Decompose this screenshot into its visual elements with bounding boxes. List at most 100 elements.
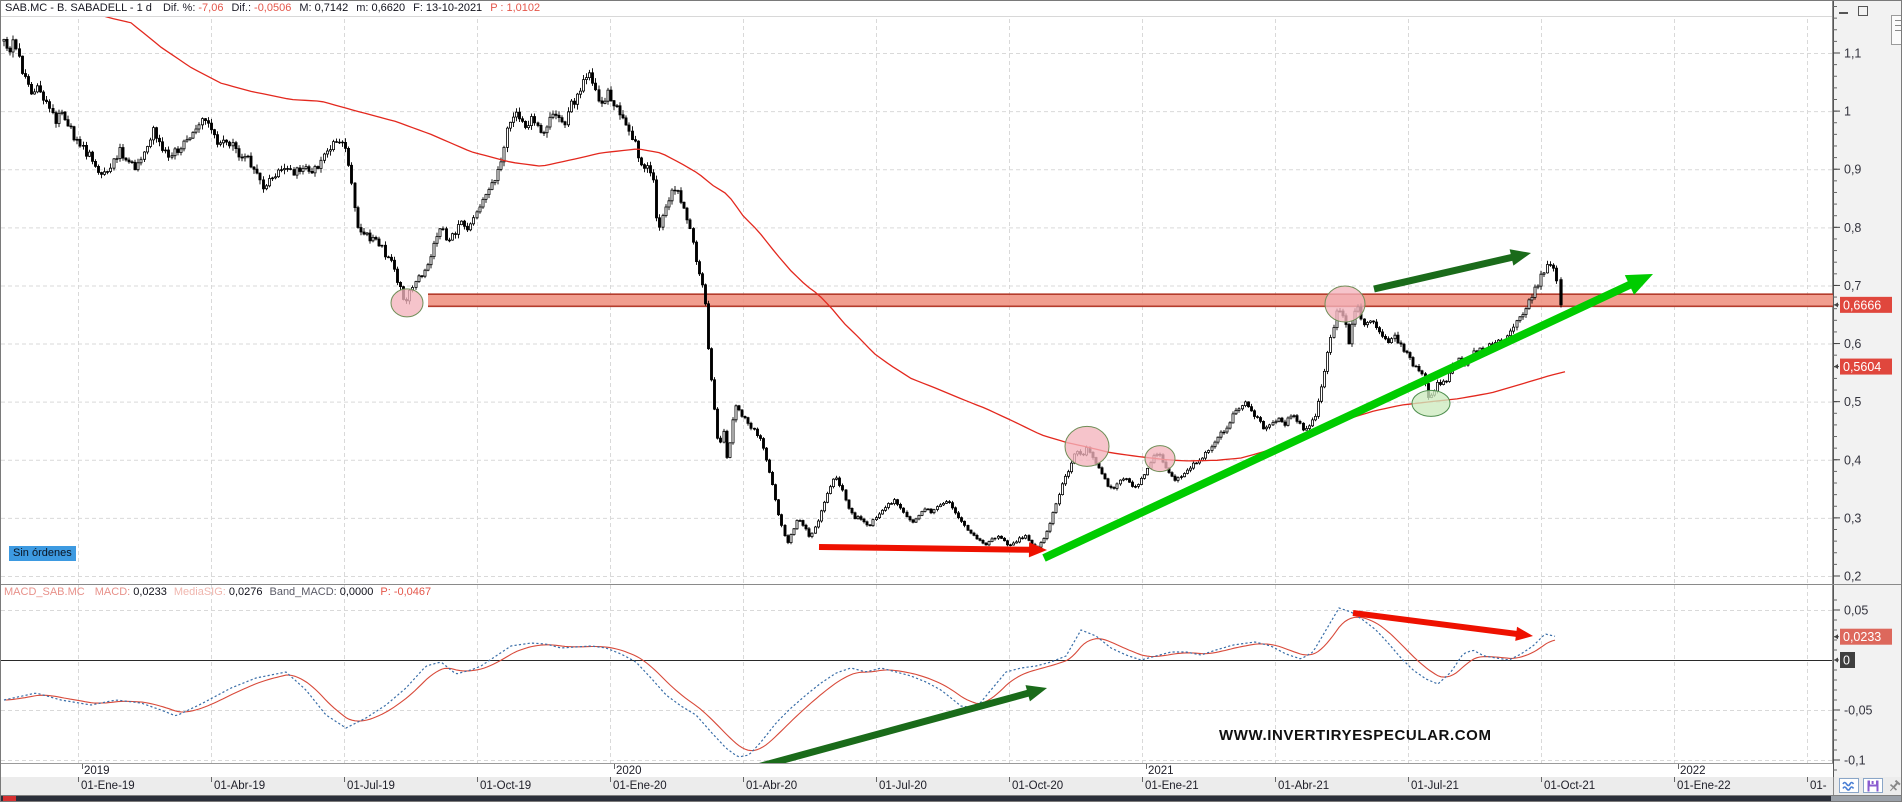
indicator-wave-icon[interactable] (1839, 778, 1859, 793)
date-axis[interactable]: 01-Ene-19 01-Abr-19 01-Jul-19 01-Oct-19 01-E… (1, 777, 1901, 796)
price-badge (1840, 296, 1892, 313)
year-label: 2020 (616, 765, 642, 777)
macd-indicator-title: MACD_SAB.MC (4, 586, 85, 598)
macd-grid (1, 585, 1833, 763)
maximize-icon[interactable] (1858, 6, 1868, 16)
year-label: 2019 (84, 765, 110, 777)
year-tick (1146, 764, 1147, 769)
date-label: 01-Ene-19 (81, 780, 135, 792)
date-tick (1009, 777, 1010, 782)
year-label: 2022 (1680, 765, 1706, 777)
date-label: 01-Abr-21 (1278, 780, 1330, 792)
year-labels-row: 2019 2020 2021 2022 (1, 763, 1833, 778)
no-orders-badge[interactable]: Sin órdenes (9, 546, 76, 561)
macd-divergence-arrow (1352, 610, 1519, 638)
axis-label: 0,4 (1844, 453, 1861, 467)
axis-label: -0,05 (1844, 704, 1873, 718)
uptrend-arrow (1624, 274, 1653, 295)
price-badge-label: 0,5604 (1843, 360, 1881, 374)
date-label: 01-Abr-19 (214, 780, 266, 792)
axis-label: 1,1 (1844, 47, 1861, 61)
year-tick (82, 764, 83, 769)
date-label: 01-Jul-20 (879, 780, 927, 792)
macd-axis-scale: 0,05 -0,05 -0,1 0,0233 0 (1833, 585, 1892, 778)
macd-axis[interactable]: 0,05 -0,05 -0,1 0,0233 0 (1833, 585, 1901, 778)
macd-panel: MACD_SAB.MC MACD: 0,0233 MediaSIG: 0,0276 Ba… (1, 584, 1901, 778)
double-bottom-arrow (1028, 542, 1047, 558)
price-axis-scale: 1,1 1 0,9 0,8 0,7 0,6 0,5 0,4 0,3 0,2 0,6666 0,5604 (1833, 1, 1892, 584)
date-tick (78, 777, 79, 782)
year-tick (614, 764, 615, 769)
taskbar-tray (1831, 796, 1901, 801)
date-label: 01-Oct-20 (1012, 780, 1064, 792)
taskbar[interactable] (1, 796, 1901, 801)
main-chart-panel: SAB.MC - B. SABADELL - 1 d Dif. %: -7,06 D… (1, 1, 1901, 584)
pink-highlight-circle (390, 288, 424, 318)
date-label: 01-Ene-21 (1145, 780, 1199, 792)
watermark: WWW.INVERTIRYESPECULAR.COM (1219, 727, 1492, 744)
pink-highlight-circle (1064, 425, 1110, 467)
price-axis[interactable]: 1,1 1 0,9 0,8 0,7 0,6 0,5 0,4 0,3 0,2 0,6666 0,5604 (1833, 1, 1901, 584)
stat-label: P: (380, 586, 391, 598)
axis-label: 0,6 (1844, 337, 1861, 351)
price-badge-label: 0,6666 (1843, 298, 1881, 312)
stat-label: m: (356, 2, 369, 14)
stat-value: 0,0233 (133, 586, 167, 598)
price-plot[interactable] (1, 1, 1833, 584)
save-button[interactable] (1863, 778, 1883, 793)
date-label: 01-Ene-20 (613, 780, 667, 792)
stat-label: Dif. %: (162, 2, 196, 14)
price-badge-label: 0 (1843, 654, 1850, 668)
date-tick (211, 777, 212, 782)
date-tick (743, 777, 744, 782)
floppy-icon (1867, 780, 1879, 791)
stat-value: 0,0000 (339, 586, 374, 598)
date-label: 01-Oct-19 (480, 780, 532, 792)
macd-header: MACD_SAB.MC MACD: 0,0233 MediaSIG: 0,0276 Ba… (1, 586, 431, 600)
taskbar-item-red[interactable] (3, 796, 16, 801)
date-tick (1807, 777, 1808, 782)
symbol-title: SAB.MC - B. SABADELL - 1 d (5, 2, 152, 14)
bottom-toolbar (1839, 778, 1901, 793)
date-label: 01-Abr-20 (746, 780, 798, 792)
stat-value: 0,0276 (228, 586, 263, 598)
pin-icon[interactable] (1887, 778, 1901, 793)
date-label: 01-Ene-22 (1677, 780, 1731, 792)
candlestick-series (2, 35, 1563, 549)
macd-stats: MACD: 0,0233 MediaSIG: 0,0276 Band_MACD: 0,00… (88, 586, 431, 598)
date-label: 01-Jul-21 (1411, 780, 1459, 792)
date-tick (876, 777, 877, 782)
stat-value: -0,0467 (393, 586, 432, 598)
axis-label: 1 (1844, 105, 1851, 119)
macd-divergence-arrow (1515, 626, 1533, 641)
price-badge (1840, 652, 1855, 668)
axis-label: -0,1 (1844, 754, 1866, 768)
stat-value: 13-10-2021 (425, 2, 483, 14)
quote-stats: Dif. %: -7,06 Dif.: -0,0506 M: 0,7142 m: 0,6620… (155, 2, 540, 14)
year-label: 2021 (1148, 765, 1174, 777)
date-tick (610, 777, 611, 782)
date-label: 01- (1810, 780, 1827, 792)
macd-line (3, 607, 1556, 758)
signal-line (3, 616, 1556, 752)
minimize-icon[interactable] (1839, 12, 1848, 14)
date-tick (1408, 777, 1409, 782)
macd-plot[interactable] (1, 585, 1833, 763)
price-badge (1840, 628, 1892, 645)
date-label: 01-Jul-19 (347, 780, 395, 792)
stat-label: Band_MACD: (269, 586, 337, 598)
stat-label: M: (299, 2, 312, 14)
stat-value: -0,0506 (254, 2, 292, 14)
moving-average-line (40, 1, 1566, 462)
side-panel-button[interactable] (1891, 15, 1901, 45)
date-tick (1275, 777, 1276, 782)
main-chart-header: SAB.MC - B. SABADELL - 1 d Dif. %: -7,06 D… (1, 1, 1832, 17)
macd-rising-arrow (759, 689, 1031, 763)
date-tick (1142, 777, 1143, 782)
date-tick (477, 777, 478, 782)
date-tick (1541, 777, 1542, 782)
stat-label: F: (413, 2, 423, 14)
stat-label: Dif.: (231, 2, 252, 14)
stat-value: 1,0102 (506, 2, 541, 14)
axis-label: 0,7 (1844, 279, 1861, 293)
